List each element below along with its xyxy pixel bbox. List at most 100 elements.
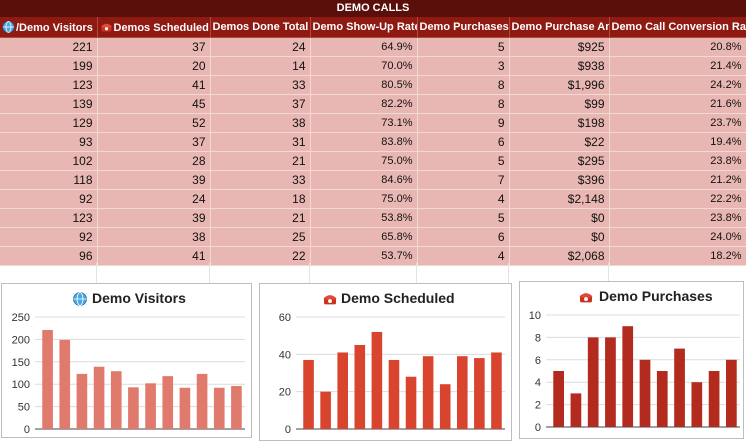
bar[interactable] <box>622 326 634 427</box>
table-cell[interactable]: $2,068 <box>509 246 610 266</box>
bar[interactable] <box>474 358 485 429</box>
table-cell[interactable]: 102 <box>0 151 98 171</box>
table-cell[interactable]: 25 <box>210 227 311 247</box>
bar[interactable] <box>93 366 105 429</box>
table-cell[interactable]: $396 <box>509 170 610 190</box>
table-cell[interactable]: 83.8% <box>310 132 418 152</box>
table-cell[interactable]: 33 <box>210 75 311 95</box>
table-cell[interactable]: 24 <box>97 189 211 209</box>
bar[interactable] <box>42 329 53 429</box>
table-cell[interactable]: 14 <box>210 56 311 76</box>
bar[interactable] <box>587 337 599 427</box>
table-cell[interactable]: $295 <box>509 151 610 171</box>
table-cell[interactable]: 24.2% <box>609 75 746 95</box>
table-cell[interactable]: 41 <box>97 75 211 95</box>
chart-demo-purchases[interactable]: Demo Purchases 0 2 4 6 8 10 <box>519 281 744 439</box>
table-cell[interactable]: 6 <box>417 227 510 247</box>
table-cell[interactable]: 123 <box>0 208 98 228</box>
chart-demo-scheduled[interactable]: Demo Scheduled 0 20 40 60 <box>259 283 512 441</box>
bar[interactable] <box>656 371 668 427</box>
table-cell[interactable]: 38 <box>97 227 211 247</box>
table-cell[interactable]: 39 <box>97 208 211 228</box>
table-cell[interactable]: 4 <box>417 246 510 266</box>
table-cell[interactable]: 92 <box>0 189 98 209</box>
bar[interactable] <box>196 373 208 429</box>
table-cell[interactable]: 53.7% <box>310 246 418 266</box>
table-cell[interactable]: 129 <box>0 113 98 133</box>
bar[interactable] <box>553 371 564 427</box>
table-cell[interactable]: 18.2% <box>609 246 746 266</box>
table-cell[interactable]: 221 <box>0 37 98 57</box>
table-cell[interactable]: 75.0% <box>310 189 418 209</box>
bar[interactable] <box>320 391 331 429</box>
table-cell[interactable]: 84.6% <box>310 170 418 190</box>
bar[interactable] <box>76 373 88 429</box>
table-cell[interactable]: 22.2% <box>609 189 746 209</box>
bar[interactable] <box>337 352 349 429</box>
table-cell[interactable]: 37 <box>97 132 211 152</box>
bar[interactable] <box>162 376 174 429</box>
table-cell[interactable]: 19.4% <box>609 132 746 152</box>
table-cell[interactable]: $1,996 <box>509 75 610 95</box>
bar[interactable] <box>179 387 191 429</box>
table-cell[interactable]: 7 <box>417 170 510 190</box>
column-header[interactable]: Demo Purchases <box>417 17 510 38</box>
table-cell[interactable]: 93 <box>0 132 98 152</box>
table-cell[interactable]: $0 <box>509 227 610 247</box>
table-cell[interactable]: 21 <box>210 208 311 228</box>
table-cell[interactable]: 3 <box>417 56 510 76</box>
bar[interactable] <box>708 371 720 427</box>
chart-demo-visitors[interactable]: Demo Visitors 0 50 100 150 200 250 <box>1 283 252 438</box>
table-cell[interactable]: 41 <box>97 246 211 266</box>
table-cell[interactable]: 75.0% <box>310 151 418 171</box>
table-cell[interactable]: 31 <box>210 132 311 152</box>
bar[interactable] <box>110 371 122 429</box>
table-cell[interactable]: 28 <box>97 151 211 171</box>
bar[interactable] <box>491 352 502 429</box>
table-cell[interactable]: 23.7% <box>609 113 746 133</box>
table-cell[interactable]: 18 <box>210 189 311 209</box>
table-cell[interactable]: 118 <box>0 170 98 190</box>
table-cell[interactable]: 8 <box>417 75 510 95</box>
bar[interactable] <box>439 384 451 429</box>
table-cell[interactable]: $0 <box>509 208 610 228</box>
bar[interactable] <box>726 359 737 427</box>
column-header[interactable]: /Demo Visitors <box>0 17 98 38</box>
table-cell[interactable]: $938 <box>509 56 610 76</box>
column-header[interactable]: Demo Purchase Am <box>509 17 610 38</box>
table-cell[interactable]: 5 <box>417 208 510 228</box>
bar[interactable] <box>213 387 225 429</box>
table-cell[interactable]: 39 <box>97 170 211 190</box>
table-cell[interactable]: 53.8% <box>310 208 418 228</box>
column-header[interactable]: Demo Call Conversion Rate <box>609 17 746 38</box>
bar[interactable] <box>145 383 156 429</box>
table-cell[interactable]: 20 <box>97 56 211 76</box>
table-cell[interactable]: 80.5% <box>310 75 418 95</box>
bar[interactable] <box>303 359 314 429</box>
bar[interactable] <box>354 345 366 429</box>
table-cell[interactable]: 123 <box>0 75 98 95</box>
table-cell[interactable]: 45 <box>97 94 211 114</box>
table-cell[interactable]: 52 <box>97 113 211 133</box>
table-cell[interactable]: $925 <box>509 37 610 57</box>
table-cell[interactable]: 64.9% <box>310 37 418 57</box>
bar[interactable] <box>405 376 417 429</box>
table-cell[interactable]: 4 <box>417 189 510 209</box>
table-cell[interactable]: 73.1% <box>310 113 418 133</box>
table-cell[interactable]: 5 <box>417 37 510 57</box>
table-cell[interactable]: 139 <box>0 94 98 114</box>
table-cell[interactable]: 21.6% <box>609 94 746 114</box>
column-header[interactable]: Demos Done Total <box>210 17 311 38</box>
table-cell[interactable]: 21 <box>210 151 311 171</box>
table-cell[interactable]: 24 <box>210 37 311 57</box>
table-cell[interactable]: 82.2% <box>310 94 418 114</box>
bar[interactable] <box>639 359 651 427</box>
table-cell[interactable]: 21.4% <box>609 56 746 76</box>
table-cell[interactable]: 23.8% <box>609 208 746 228</box>
column-header[interactable]: Demo Show-Up Rate <box>310 17 418 38</box>
column-header[interactable]: Demos Scheduled <box>97 17 211 38</box>
bar[interactable] <box>691 382 703 427</box>
table-cell[interactable]: 24.0% <box>609 227 746 247</box>
bar[interactable] <box>674 348 685 427</box>
bar[interactable] <box>422 356 434 429</box>
